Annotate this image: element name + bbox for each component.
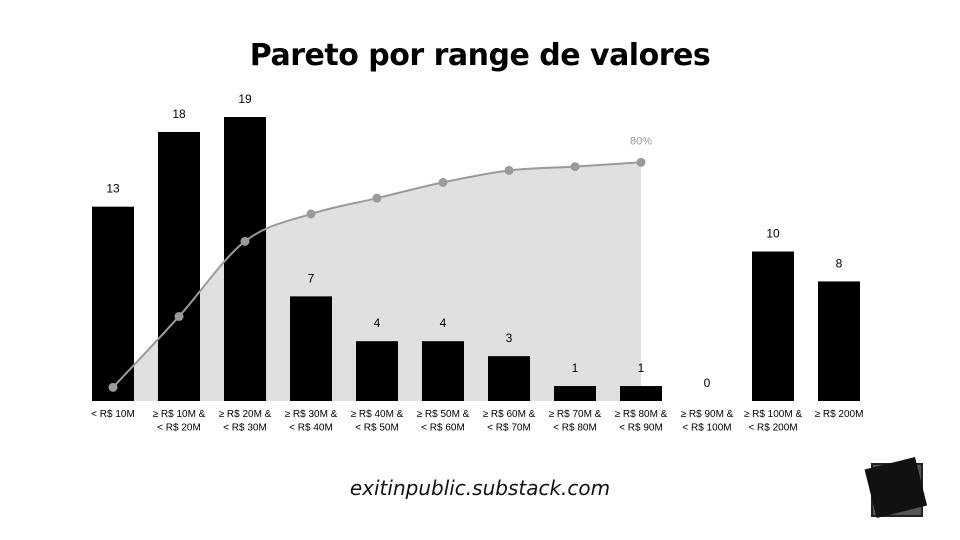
x-tick-label: ≥ R$ 50M & xyxy=(417,409,470,420)
x-tick-label: ≥ R$ 200M xyxy=(815,409,864,420)
bar-layer xyxy=(92,117,860,401)
x-tick-label: < R$ 30M xyxy=(223,423,267,434)
cumulative-point xyxy=(306,209,316,219)
x-tick-label: < R$ 70M xyxy=(487,423,531,434)
x-tick-label: < R$ 40M xyxy=(289,423,333,434)
bar xyxy=(488,356,530,401)
x-tick-label: ≥ R$ 100M & xyxy=(744,409,803,420)
bar xyxy=(620,386,662,401)
x-tick-label: < R$ 20M xyxy=(157,423,201,434)
bar-value-label: 7 xyxy=(308,271,315,285)
x-tick-label: ≥ R$ 40M & xyxy=(351,409,404,420)
cumulative-point xyxy=(570,162,580,172)
x-tick-label: ≥ R$ 60M & xyxy=(483,409,536,420)
x-tick-label: ≥ R$ 10M & xyxy=(153,409,206,420)
cumulative-point xyxy=(636,157,646,167)
footer-url[interactable]: exitinpublic.substack.com xyxy=(349,476,611,500)
x-tick-label: ≥ R$ 20M & xyxy=(219,409,272,420)
bar-value-label: 10 xyxy=(766,227,780,241)
cumulative-line-layer xyxy=(108,157,646,392)
bar-value-label: 18 xyxy=(172,107,186,121)
x-tick-label: ≥ R$ 80M & xyxy=(615,409,668,420)
cumulative-end-label: 80% xyxy=(630,135,652,147)
bar-value-label: 3 xyxy=(506,331,513,345)
bar-value-label: 4 xyxy=(440,316,447,330)
x-tick-label: < R$ 10M xyxy=(91,409,135,420)
bar xyxy=(356,341,398,401)
x-tick-label: < R$ 80M xyxy=(553,423,597,434)
bar xyxy=(92,206,134,401)
cumulative-point xyxy=(438,177,448,187)
cumulative-point xyxy=(504,165,514,175)
bar-value-label: 1 xyxy=(572,361,579,375)
bar-value-label: 8 xyxy=(836,256,843,270)
bar-value-label: 0 xyxy=(704,376,711,390)
bar xyxy=(224,117,266,401)
bar xyxy=(554,386,596,401)
x-tick-label: < R$ 60M xyxy=(421,423,465,434)
x-tick-label: < R$ 50M xyxy=(355,423,399,434)
bar-value-label: 4 xyxy=(374,316,381,330)
cumulative-point xyxy=(240,236,250,246)
x-tick-label: ≥ R$ 90M & xyxy=(681,409,734,420)
bar-value-label: 1 xyxy=(638,361,645,375)
bar xyxy=(752,251,794,401)
cumulative-point xyxy=(108,382,118,392)
bar xyxy=(158,131,200,401)
cumulative-point xyxy=(174,311,184,321)
bar xyxy=(818,281,860,401)
x-tick-label: ≥ R$ 70M & xyxy=(549,409,602,420)
logo-icon xyxy=(864,456,928,519)
x-tick-label: < R$ 100M xyxy=(682,423,731,434)
x-tick-label: < R$ 200M xyxy=(748,423,797,434)
bar-value-label: 13 xyxy=(106,182,120,196)
chart-title: Pareto por range de valores xyxy=(249,38,711,73)
x-tick-label: ≥ R$ 30M & xyxy=(285,409,338,420)
bar-value-label: 19 xyxy=(238,92,252,106)
x-tick-label: < R$ 90M xyxy=(619,423,663,434)
cumulative-point xyxy=(372,193,382,203)
bar xyxy=(422,341,464,401)
bar xyxy=(290,296,332,401)
